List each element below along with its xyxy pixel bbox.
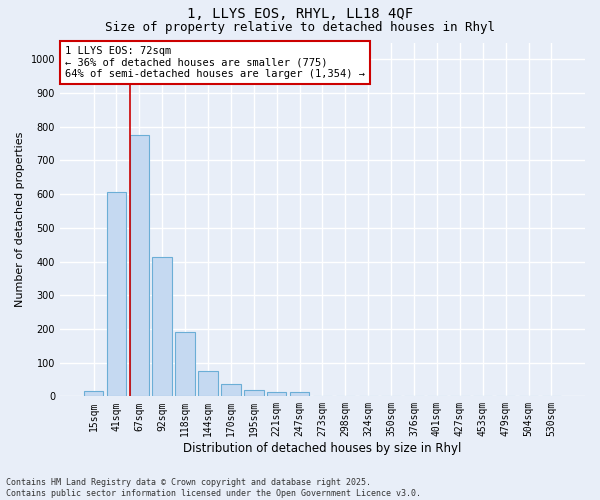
X-axis label: Distribution of detached houses by size in Rhyl: Distribution of detached houses by size … bbox=[183, 442, 461, 455]
Text: Contains HM Land Registry data © Crown copyright and database right 2025.
Contai: Contains HM Land Registry data © Crown c… bbox=[6, 478, 421, 498]
Bar bbox=[130, 135, 149, 396]
Text: 1, LLYS EOS, RHYL, LL18 4QF: 1, LLYS EOS, RHYL, LL18 4QF bbox=[187, 8, 413, 22]
Bar bbox=[198, 371, 218, 396]
Bar bbox=[267, 392, 286, 396]
Bar bbox=[290, 392, 309, 396]
Y-axis label: Number of detached properties: Number of detached properties bbox=[15, 132, 25, 307]
Bar bbox=[107, 192, 126, 396]
Bar bbox=[175, 332, 195, 396]
Bar bbox=[244, 390, 263, 396]
Text: Size of property relative to detached houses in Rhyl: Size of property relative to detached ho… bbox=[105, 21, 495, 34]
Text: 1 LLYS EOS: 72sqm
← 36% of detached houses are smaller (775)
64% of semi-detache: 1 LLYS EOS: 72sqm ← 36% of detached hous… bbox=[65, 46, 365, 79]
Bar bbox=[84, 392, 103, 396]
Bar bbox=[152, 257, 172, 396]
Bar bbox=[221, 384, 241, 396]
